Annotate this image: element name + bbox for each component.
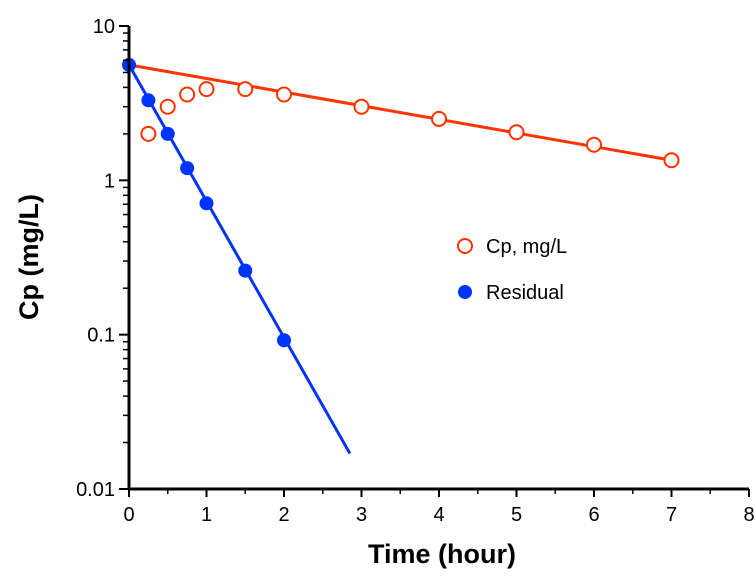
cp-data-point xyxy=(237,81,254,98)
residual-data-point xyxy=(141,93,156,108)
residual-data-point xyxy=(199,196,214,211)
cp-data-point xyxy=(431,110,447,127)
legend-label-residual: Residual xyxy=(486,282,564,304)
cp-data-point xyxy=(586,136,602,153)
x-tick-label: 3 xyxy=(356,504,367,526)
cp-fit-line xyxy=(128,63,672,162)
cp-data-point xyxy=(198,81,215,98)
residual-data-point xyxy=(238,263,253,278)
legend: Cp, mg/L Residual xyxy=(457,236,567,304)
y-tick-label: 1 xyxy=(104,170,115,192)
x-tick-label: 1 xyxy=(201,504,212,526)
x-tick-label: 6 xyxy=(588,504,599,526)
axes xyxy=(119,25,750,497)
x-tick-label: 4 xyxy=(433,504,444,526)
x-tick-label: 2 xyxy=(278,504,289,526)
legend-marker-cp xyxy=(457,238,473,254)
cp-data-point xyxy=(276,86,292,103)
fit-lines xyxy=(127,63,672,455)
residual-fit-line xyxy=(127,64,352,455)
y-tick-label: 0.1 xyxy=(87,325,115,347)
cp-data-point xyxy=(353,98,370,115)
cp-data-point xyxy=(140,125,157,142)
cp-data-point xyxy=(159,98,176,115)
x-tick-label: 8 xyxy=(743,504,754,526)
tick-labels: 0 1 2 3 4 5 6 7 8 0.01 0.1 1 10 xyxy=(76,16,755,526)
legend-label-cp: Cp, mg/L xyxy=(486,236,567,258)
y-tick-label: 0.01 xyxy=(76,479,115,501)
cp-data-point xyxy=(508,124,525,141)
data-markers xyxy=(122,57,680,348)
x-tick-label: 7 xyxy=(666,504,677,526)
x-tick-label: 5 xyxy=(511,504,522,526)
residual-data-point xyxy=(160,126,175,141)
cp-data-point xyxy=(663,152,680,169)
y-tick-label: 10 xyxy=(93,16,115,38)
x-axis-title: Time (hour) xyxy=(368,539,516,569)
residual-data-point xyxy=(277,333,291,348)
cp-data-point xyxy=(179,86,196,103)
residual-data-point xyxy=(180,161,195,176)
legend-marker-residual xyxy=(458,285,472,299)
x-tick-label: 0 xyxy=(123,504,134,526)
y-axis-title: Cp (mg/L) xyxy=(14,194,44,320)
